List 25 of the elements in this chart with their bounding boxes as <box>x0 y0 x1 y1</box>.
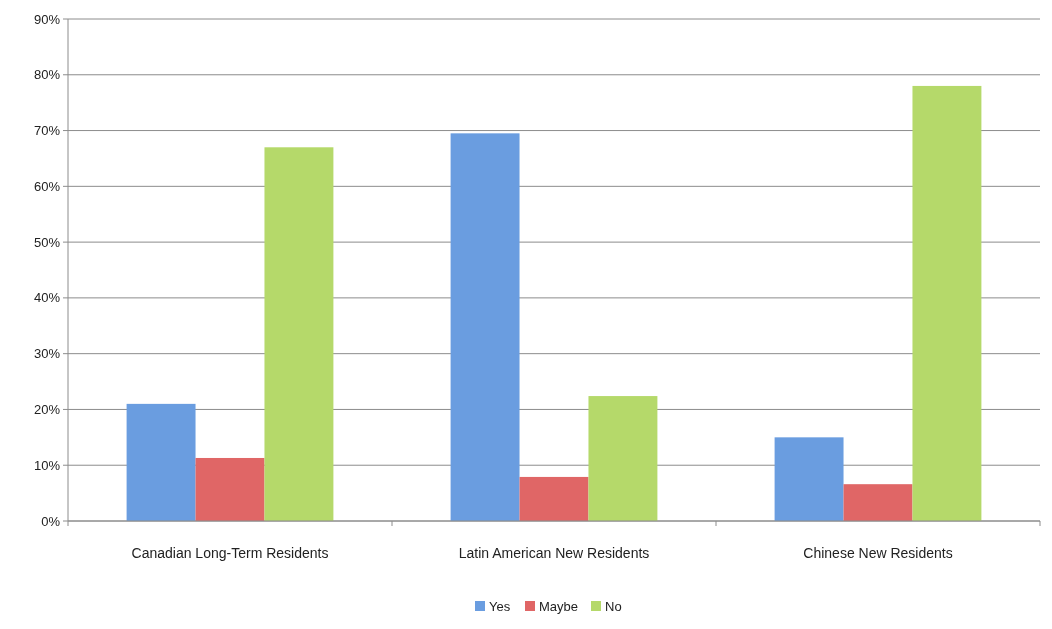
y-tick-label: 80% <box>33 67 61 83</box>
y-tick-label: 50% <box>33 234 61 250</box>
bar <box>126 403 196 521</box>
bar <box>774 437 844 521</box>
y-tick-label: 0% <box>41 513 61 529</box>
bar <box>450 133 520 521</box>
bar <box>264 147 334 521</box>
legend-label: Maybe <box>539 598 579 614</box>
bar <box>195 457 265 521</box>
y-tick-label: 90% <box>33 11 61 27</box>
x-tick-label: Canadian Long-Term Residents <box>131 545 329 561</box>
bar <box>843 484 913 521</box>
y-tick-label: 40% <box>33 290 61 306</box>
bar <box>588 396 658 521</box>
bar <box>912 85 982 521</box>
x-tick-label: Chinese New Residents <box>803 545 953 561</box>
y-tick-label: 30% <box>33 346 61 362</box>
bar <box>519 476 589 521</box>
y-tick-label: 10% <box>33 457 61 473</box>
x-tick-label: Latin American New Residents <box>458 545 650 561</box>
legend-label: Yes <box>489 598 511 614</box>
y-tick-label: 20% <box>33 401 61 417</box>
legend-label: No <box>605 598 622 614</box>
y-tick-label: 70% <box>33 123 61 139</box>
y-tick-label: 60% <box>33 178 61 194</box>
